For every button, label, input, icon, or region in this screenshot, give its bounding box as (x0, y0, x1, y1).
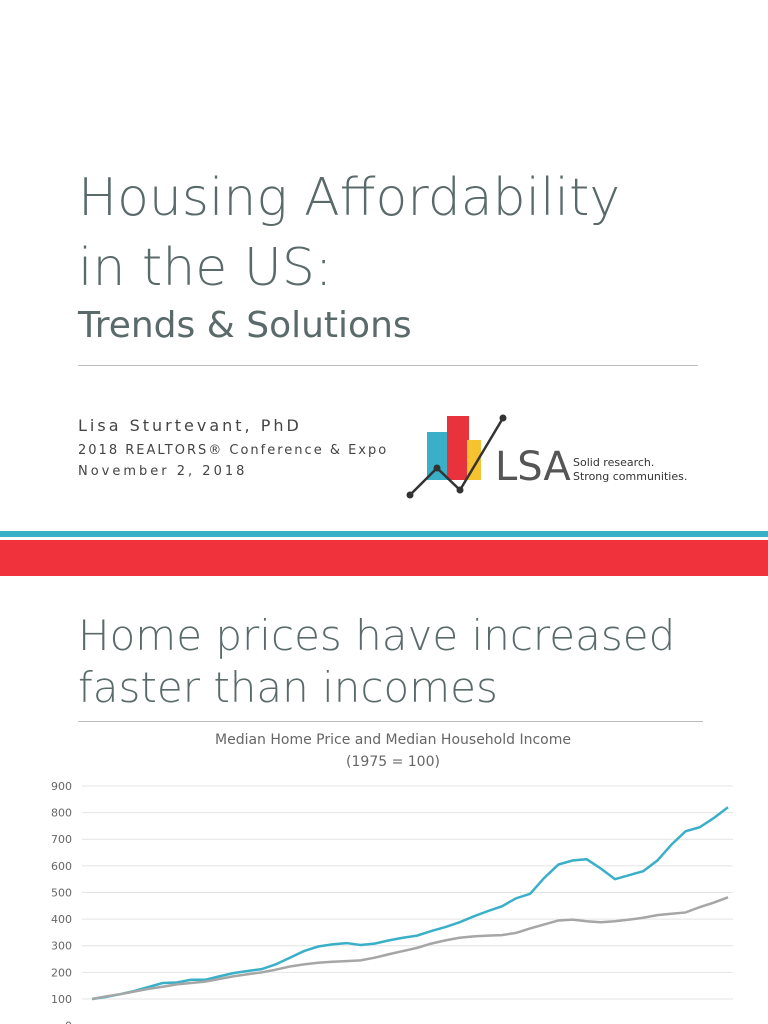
divider (78, 721, 703, 722)
series-line (91, 806, 729, 1001)
y-tick-label: 600 (51, 860, 72, 873)
event: 2018 REALTORS® Conference & Expo (78, 443, 389, 458)
chart-title: Median Home Price and Median Household I… (215, 732, 571, 748)
chart-subtitle: (1975 = 100) (346, 754, 440, 770)
divider (78, 365, 698, 366)
slide-subtitle: Trends & Solutions (78, 305, 412, 346)
y-tick-label: 500 (51, 886, 72, 899)
logo-name: LSA (495, 444, 571, 490)
y-tick-label: 0 (65, 1020, 72, 1024)
band-red (0, 540, 768, 576)
y-tick-label: 800 (51, 807, 72, 820)
logo-tagline: Solid research. (573, 456, 654, 469)
series-line (91, 896, 729, 1001)
y-tick-label: 100 (51, 993, 72, 1006)
y-tick-label: 200 (51, 966, 72, 979)
logo-tagline: Strong communities. (573, 470, 687, 483)
chart: Median Home Price and Median Household I… (51, 732, 733, 1024)
y-tick-label: 300 (51, 940, 72, 953)
y-tick-label: 700 (51, 833, 72, 846)
slide-title: faster than incomes (78, 663, 498, 712)
slide-title: Housing Affordability (78, 168, 621, 228)
logo: LSA Solid research. Strong communities. (406, 414, 687, 499)
y-tick-label: 900 (51, 780, 72, 793)
y-tick-label: 400 (51, 913, 72, 926)
date: November 2, 2018 (78, 464, 248, 479)
slide-title: in the US: (78, 238, 333, 298)
band-blue (0, 531, 768, 537)
author: Lisa Sturtevant, PhD (78, 416, 302, 435)
slide-title: Home prices have increased (78, 611, 676, 660)
